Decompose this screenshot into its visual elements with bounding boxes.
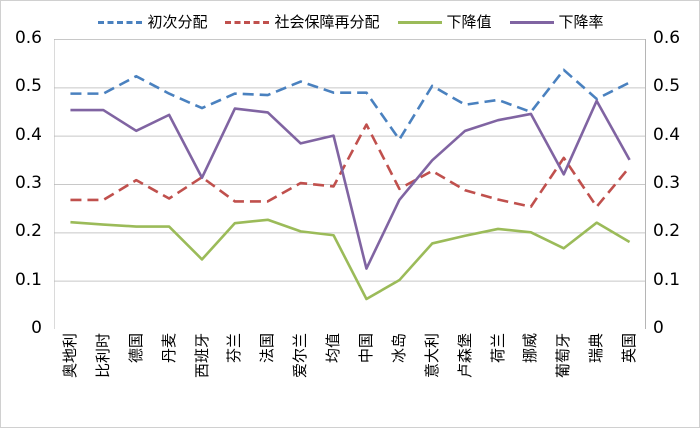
gridlines [54,39,646,282]
x-axis-label-12: 卢森堡 [455,333,474,379]
plot-area [54,39,646,329]
series-line-2 [70,218,631,301]
x-axis-label-10: 冰岛 [389,333,408,364]
series-line-0 [70,68,631,141]
legend-swatch-3-icon [509,20,554,24]
x-axis-labels: 奥地利 比利时 德国 丹麦 西班牙 芬兰 法国 爱尔兰 均值 中国 冰岛 意大利 卢森堡 荷兰 挪威 葡萄牙瑞… [54,333,646,427]
x-axis-label-2: 德国 [126,333,145,364]
y-tick-label-left-6: 0.6 [14,28,42,48]
legend-item-3[interactable]: 下降率 [509,12,604,31]
x-axis-label-11: 意大利 [422,333,441,379]
series-line-1 [70,123,631,209]
y-tick-label-left-2: 0.2 [14,221,42,242]
legend-label-3: 下降率 [558,12,604,31]
x-axis-label-7: 爱尔兰 [291,333,310,379]
x-axis-label-5: 芬兰 [225,333,244,364]
y-tick-label-left-3: 0.3 [14,173,42,193]
x-axis-label-15: 葡萄牙 [554,333,573,379]
legend-item-2[interactable]: 下降值 [397,12,492,31]
legend-item-0[interactable]: 初次分配 [98,12,208,31]
y-tick-label-left-5: 0.5 [14,76,42,97]
x-axis-label-4: 西班牙 [192,333,211,379]
legend-label-0: 初次分配 [147,12,208,31]
x-axis-label-9: 中国 [356,333,375,364]
legend-label-2: 下降值 [446,12,492,31]
x-axis-label-3: 丹麦 [159,333,178,364]
legend-swatch-0-icon [98,20,143,24]
y-tick-label-left-4: 0.4 [14,124,42,145]
y-tick-label-right-4: 0.4 [653,124,681,145]
x-axis-label-8: 均值 [324,333,343,364]
chart-svg [54,39,646,329]
x-axis-label-6: 法国 [258,333,277,364]
legend-label-1: 社会保障再分配 [274,12,380,31]
y-tick-label-right-6: 0.6 [653,28,681,48]
x-axis-label-13: 荷兰 [488,333,507,364]
y-tick-label-left-0: 0 [31,318,42,338]
x-axis-label-16: 瑞典 [587,333,606,364]
y-tick-label-right-3: 0.3 [653,173,681,193]
x-axis-label-14: 挪威 [521,333,540,364]
legend-swatch-1-icon [225,20,270,24]
y-tick-label-right-0: 0 [653,318,664,338]
series-line-3 [70,99,631,270]
y-tick-label-right-1: 0.1 [653,269,681,290]
x-axis-label-1: 比利时 [93,333,112,379]
y-tick-label-right-2: 0.2 [653,221,681,242]
x-axis-label-0: 奥地利 [60,333,79,379]
x-axis-label-17: 英国 [620,333,639,364]
y-tick-label-right-5: 0.5 [653,76,681,97]
chart-legend: 初次分配 社会保障再分配 下降值 下降率 [1,11,700,33]
y-tick-label-left-1: 0.1 [14,269,42,290]
series-lines [70,68,631,301]
legend-swatch-2-icon [397,20,442,24]
legend-item-1[interactable]: 社会保障再分配 [225,12,380,31]
